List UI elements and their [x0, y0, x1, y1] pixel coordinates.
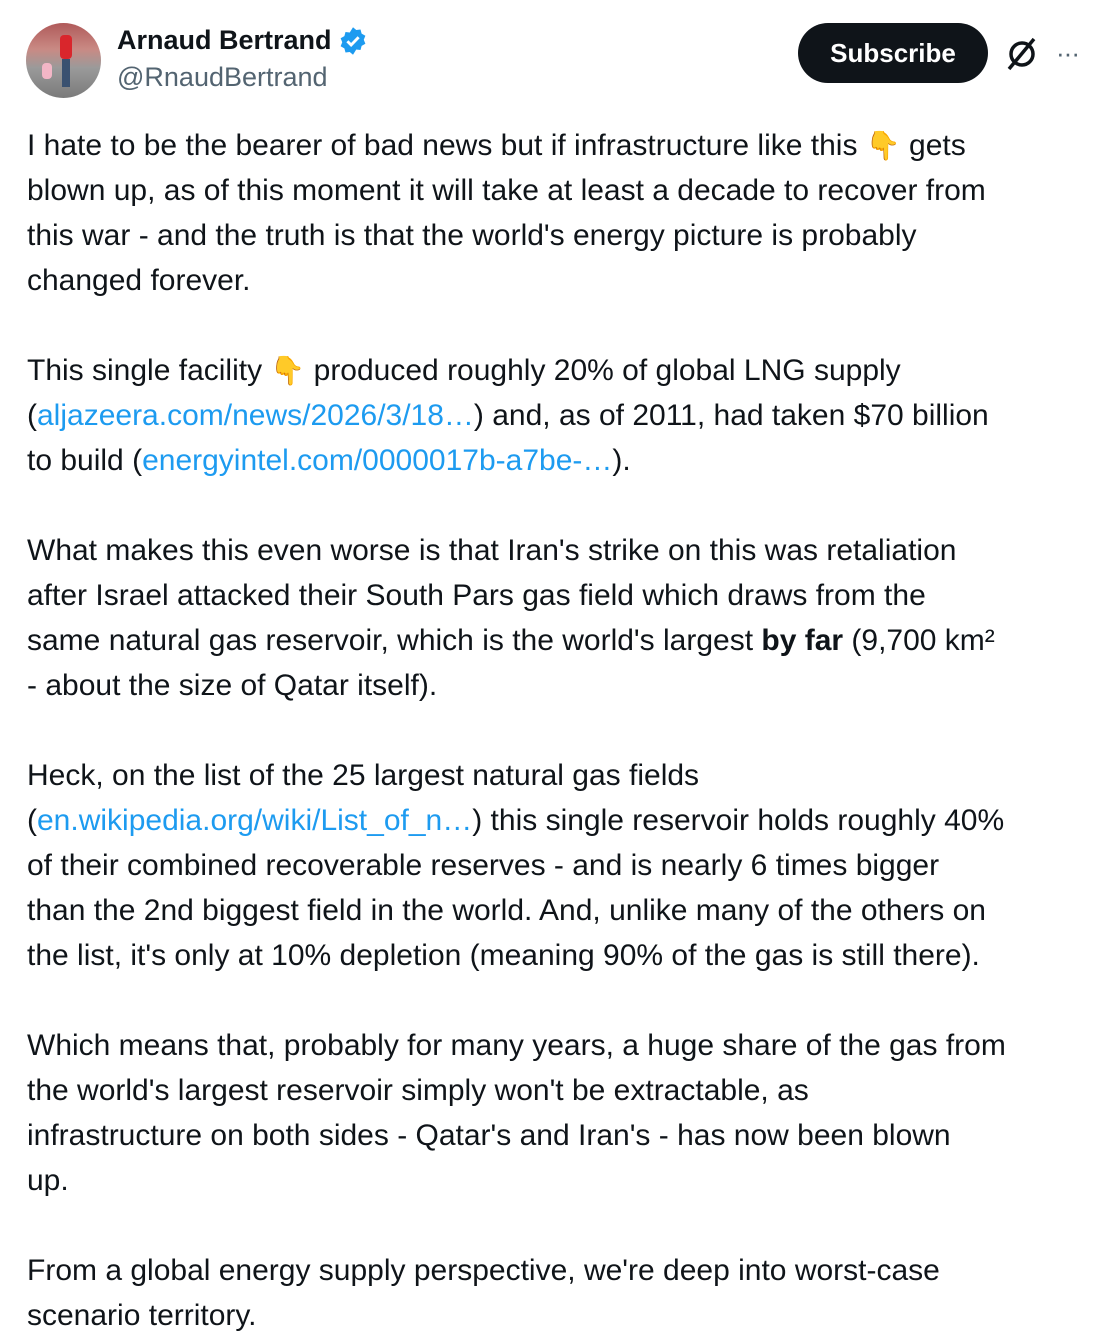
text-line: What makes this even worse is that Iran'…	[27, 528, 1006, 573]
paragraph-gap	[27, 1203, 1006, 1248]
text: - about the size of Qatar itself).	[27, 669, 438, 702]
text: ).	[612, 444, 631, 477]
text: Which means that, probably for many year…	[27, 1029, 1006, 1062]
text-line: - about the size of Qatar itself).	[27, 663, 1006, 708]
more-options-icon[interactable]: ···	[1056, 38, 1080, 68]
text: This single facility	[27, 354, 271, 387]
text-line: I hate to be the bearer of bad news but …	[27, 123, 1006, 168]
paragraph-gap	[27, 483, 1006, 528]
text: blown up, as of this moment it will take…	[27, 174, 986, 207]
tweet-text: I hate to be the bearer of bad news but …	[27, 123, 1006, 1338]
text: ) this single reservoir holds roughly 40…	[472, 804, 1005, 837]
text-line: same natural gas reservoir, which is the…	[27, 618, 1006, 663]
text: changed forever.	[27, 264, 251, 297]
text-line: to build (energyintel.com/0000017b-a7be-…	[27, 438, 1006, 483]
link[interactable]: energyintel.com/0000017b-a7be-…	[142, 444, 613, 477]
text-line: From a global energy supply perspective,…	[27, 1248, 1006, 1293]
grok-icon[interactable]	[1004, 36, 1040, 72]
text-line: the world's largest reservoir simply won…	[27, 1068, 1006, 1113]
paragraph-gap	[27, 978, 1006, 1023]
text: produced roughly 20% of global LNG suppl…	[305, 354, 901, 387]
text-line: of their combined recoverable reserves -…	[27, 843, 1006, 888]
text-line: infrastructure on both sides - Qatar's a…	[27, 1113, 1006, 1158]
text: up.	[27, 1164, 69, 1197]
text: (	[27, 399, 37, 432]
text: of their combined recoverable reserves -…	[27, 849, 940, 882]
text: same natural gas reservoir, which is the…	[27, 624, 762, 657]
text: the list, it's only at 10% depletion (me…	[27, 939, 980, 972]
text-line: This single facility 👇 produced roughly …	[27, 348, 1006, 393]
author-handle[interactable]: @RnaudBertrand	[117, 62, 328, 92]
text: the world's largest reservoir simply won…	[27, 1074, 809, 1107]
paragraph-gap	[27, 708, 1006, 753]
text-line: this war - and the truth is that the wor…	[27, 213, 1006, 258]
text-line: (aljazeera.com/news/2026/3/18…) and, as …	[27, 393, 1006, 438]
text-line: (en.wikipedia.org/wiki/List_of_n…) this …	[27, 798, 1006, 843]
text-line: changed forever.	[27, 258, 1006, 303]
text-line: Which means that, probably for many year…	[27, 1023, 1006, 1068]
text: gets	[900, 129, 966, 162]
bold-text: by far	[761, 624, 844, 657]
text-line: the list, it's only at 10% depletion (me…	[27, 933, 1006, 978]
text-line: scenario territory.	[27, 1293, 1006, 1338]
text: (9,700 km²	[843, 624, 995, 657]
link[interactable]: aljazeera.com/news/2026/3/18…	[37, 399, 474, 432]
paragraph-gap	[27, 303, 1006, 348]
text: (	[27, 804, 37, 837]
subscribe-button[interactable]: Subscribe	[798, 23, 988, 83]
text: this war - and the truth is that the wor…	[27, 219, 917, 252]
text: than the 2nd biggest field in the world.…	[27, 894, 986, 927]
link[interactable]: en.wikipedia.org/wiki/List_of_n…	[37, 804, 473, 837]
text-line: than the 2nd biggest field in the world.…	[27, 888, 1006, 933]
avatar[interactable]	[26, 23, 101, 98]
text: What makes this even worse is that Iran'…	[27, 534, 957, 567]
text: I hate to be the bearer of bad news but …	[27, 129, 866, 162]
text: infrastructure on both sides - Qatar's a…	[27, 1119, 951, 1152]
pointing-down-icon: 👇	[865, 130, 901, 161]
text-line: after Israel attacked their South Pars g…	[27, 573, 1006, 618]
author-name[interactable]: Arnaud Bertrand	[117, 25, 368, 56]
text: after Israel attacked their South Pars g…	[27, 579, 926, 612]
text-line: up.	[27, 1158, 1006, 1203]
text: Heck, on the list of the 25 largest natu…	[27, 759, 700, 792]
text: scenario territory.	[27, 1299, 257, 1332]
text: From a global energy supply perspective,…	[27, 1254, 940, 1287]
text: to build (	[27, 444, 143, 477]
text-line: blown up, as of this moment it will take…	[27, 168, 1006, 213]
text: ) and, as of 2011, had taken $70 billion	[473, 399, 989, 432]
verified-badge-icon	[340, 26, 365, 55]
text-line: Heck, on the list of the 25 largest natu…	[27, 753, 1006, 798]
pointing-down-icon: 👇	[270, 355, 306, 386]
